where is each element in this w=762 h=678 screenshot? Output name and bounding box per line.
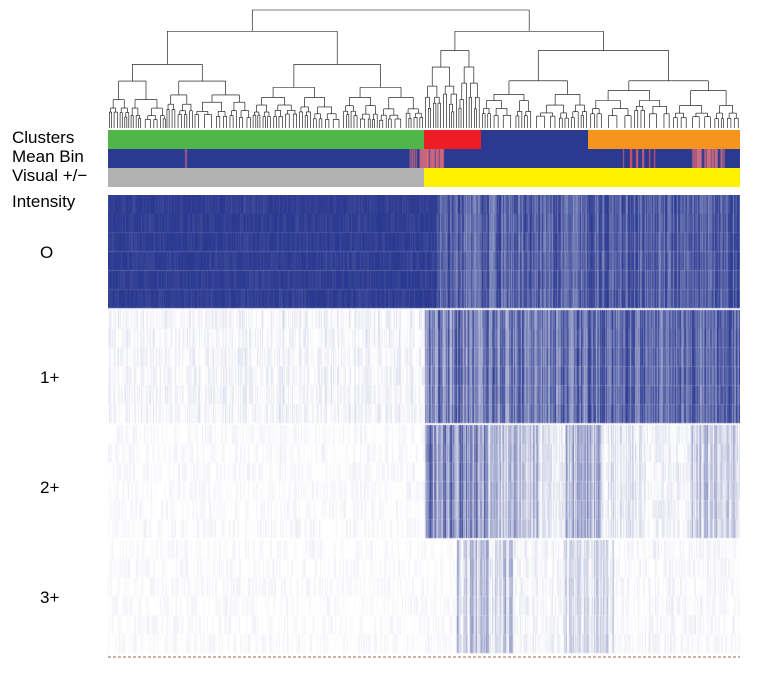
annot-row-visual — [108, 168, 740, 187]
label-level-2: 2+ — [40, 478, 59, 498]
annot-segment — [481, 130, 588, 149]
annot-segment — [424, 168, 740, 187]
heatmap — [108, 195, 740, 655]
annot-segment — [108, 168, 424, 187]
label-clusters: Clusters — [12, 128, 74, 148]
label-mean-bin: Mean Bin — [12, 147, 84, 167]
bottom-rule — [108, 656, 740, 660]
label-level-0: O — [40, 243, 53, 263]
label-level-3: 3+ — [40, 588, 59, 608]
dendrogram — [108, 8, 740, 128]
label-level-1: 1+ — [40, 368, 59, 388]
annot-row-clusters — [108, 130, 740, 149]
annot-segment — [108, 130, 424, 149]
label-intensity: Intensity — [12, 192, 75, 212]
annot-segment — [424, 130, 481, 149]
label-visual: Visual +/− — [12, 166, 87, 186]
meanbin-streaks — [108, 149, 740, 168]
annot-segment — [588, 130, 740, 149]
annot-row-meanbin — [108, 149, 740, 168]
